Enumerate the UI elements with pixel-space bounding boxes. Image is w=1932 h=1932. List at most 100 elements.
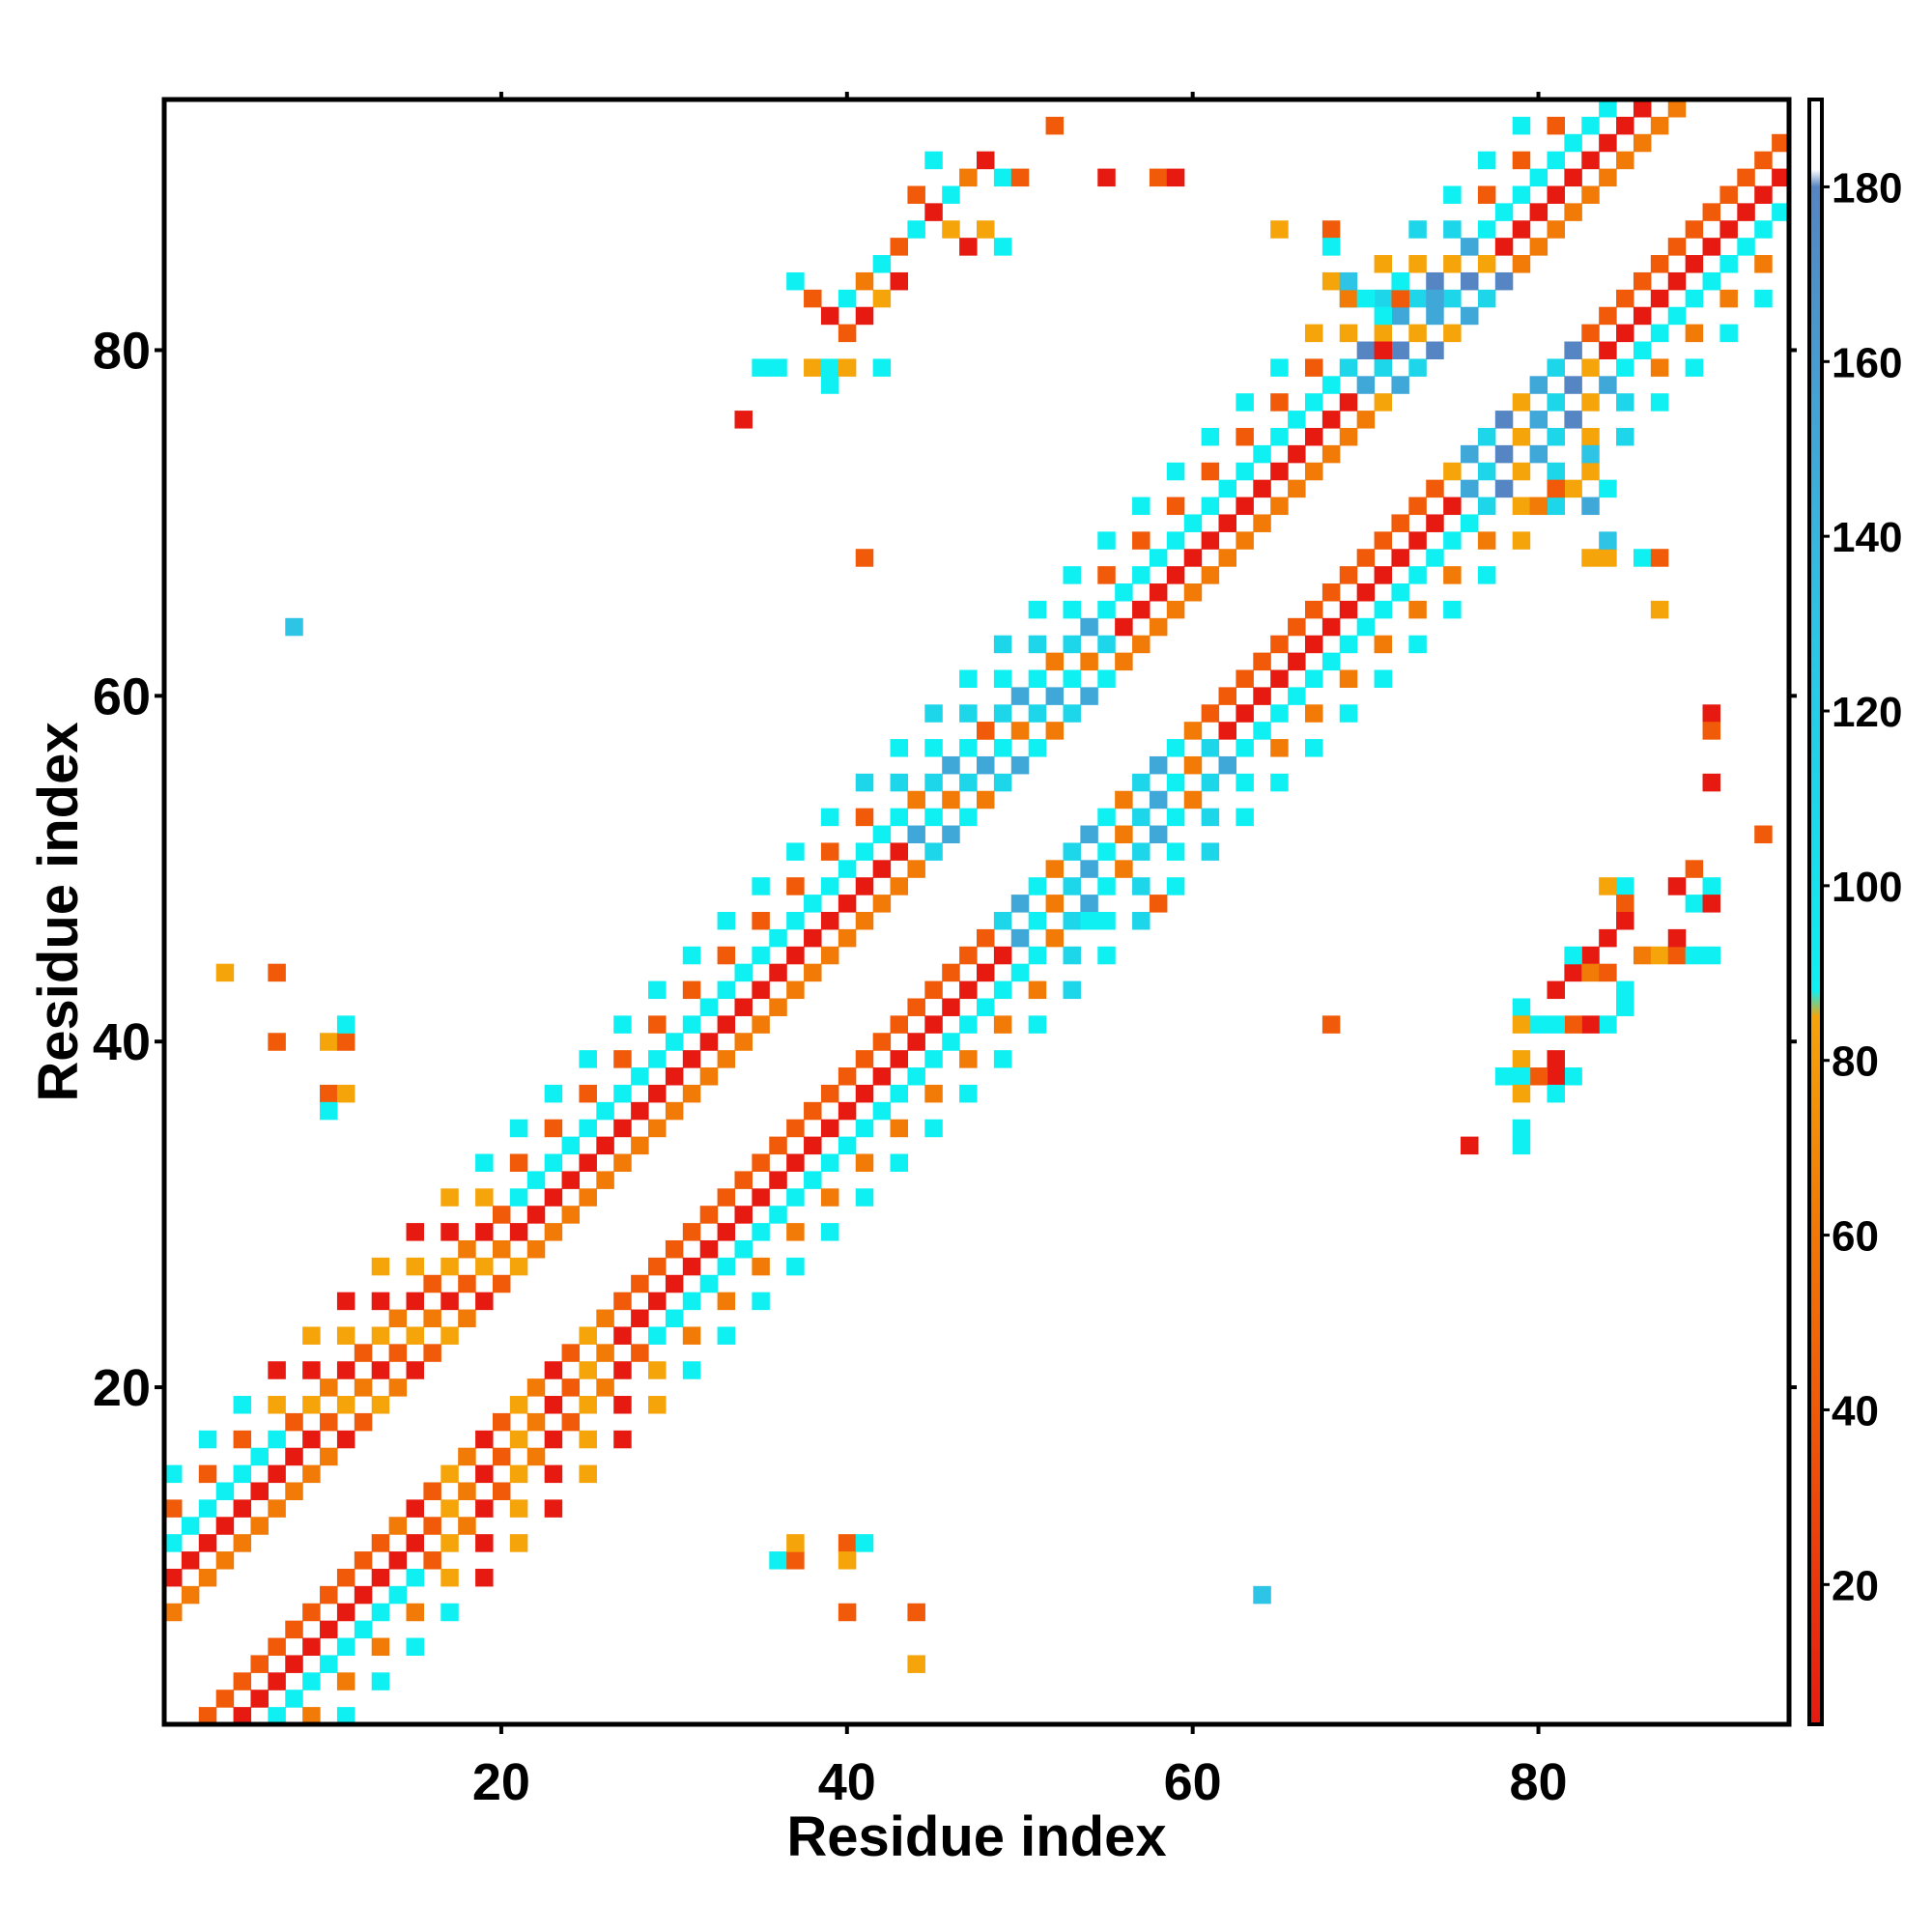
heatmap-cell — [1616, 358, 1634, 377]
heatmap-cell — [544, 1464, 563, 1484]
heatmap-cell — [838, 1101, 857, 1121]
heatmap-cell — [336, 1603, 355, 1622]
heatmap-cell — [371, 1326, 390, 1345]
heatmap-cell — [371, 1672, 390, 1690]
heatmap-cell — [354, 1378, 373, 1397]
heatmap-cell — [1080, 860, 1098, 878]
heatmap-cell — [786, 1119, 805, 1138]
heatmap-cell — [1426, 479, 1444, 498]
heatmap-cell — [509, 1534, 528, 1552]
heatmap-cell — [1097, 946, 1116, 965]
heatmap-cell — [1494, 271, 1514, 291]
heatmap-cell — [1426, 271, 1444, 291]
heatmap-cell — [1547, 427, 1565, 446]
heatmap-cell — [1166, 600, 1185, 619]
heatmap-cell — [717, 1326, 736, 1345]
heatmap-cell — [613, 1361, 632, 1379]
heatmap-cell — [458, 1517, 476, 1535]
heatmap-cell — [1080, 895, 1098, 913]
heatmap-cell — [752, 1015, 770, 1034]
heatmap-cell — [1633, 306, 1652, 326]
heatmap-cell — [907, 1655, 925, 1673]
heatmap-cell — [1391, 306, 1409, 326]
heatmap-cell — [526, 1447, 546, 1466]
heatmap-cell — [1512, 1050, 1531, 1068]
heatmap-cell — [993, 669, 1012, 688]
heatmap-cell — [838, 1136, 857, 1155]
heatmap-cell — [320, 1084, 338, 1103]
heatmap-cell — [579, 1326, 597, 1345]
heatmap-cell — [1581, 1015, 1600, 1034]
heatmap-cell — [786, 912, 805, 930]
heatmap-cell — [1288, 444, 1306, 464]
heatmap-cell — [1547, 1050, 1565, 1068]
heatmap-cell — [1650, 324, 1669, 343]
heatmap-cell — [1702, 238, 1721, 256]
heatmap-cell — [1236, 427, 1254, 446]
heatmap-cell — [1737, 168, 1755, 187]
heatmap-cell — [1443, 531, 1462, 550]
heatmap-cell — [1477, 289, 1496, 308]
heatmap-cell — [302, 1672, 321, 1690]
heatmap-cell — [198, 1464, 217, 1484]
heatmap-cell — [1201, 842, 1220, 861]
heatmap-cell — [475, 1257, 494, 1276]
heatmap-cell — [268, 1672, 286, 1690]
heatmap-cell — [1650, 393, 1669, 412]
heatmap-cell — [250, 1655, 269, 1673]
heatmap-cell — [959, 1050, 978, 1068]
heatmap-cell — [682, 1223, 701, 1241]
heatmap-cell — [682, 1084, 701, 1103]
heatmap-cell — [1097, 635, 1116, 654]
heatmap-cell — [1270, 462, 1289, 481]
heatmap-cell — [1218, 687, 1236, 705]
heatmap-cell — [890, 271, 909, 291]
heatmap-cell — [855, 1119, 874, 1138]
heatmap-cell — [1028, 669, 1047, 688]
heatmap-cell — [526, 1412, 546, 1432]
heatmap-cell — [838, 1534, 857, 1552]
heatmap-cell — [423, 1309, 441, 1328]
heatmap-cell — [820, 376, 839, 394]
heatmap-cell — [977, 220, 995, 239]
heatmap-cell — [302, 1430, 321, 1449]
heatmap-cell — [1321, 271, 1341, 291]
heatmap-cell — [1772, 168, 1790, 187]
heatmap-cell — [1391, 376, 1409, 394]
heatmap-cell — [907, 1067, 925, 1086]
heatmap-cell — [786, 1153, 805, 1172]
heatmap-cell — [1633, 946, 1652, 965]
heatmap-cell — [1702, 704, 1721, 723]
heatmap-cell — [1685, 220, 1704, 239]
heatmap-cell — [924, 773, 943, 792]
heatmap-cell — [1443, 324, 1462, 343]
heatmap-cell — [993, 635, 1012, 654]
heatmap-cell — [1183, 549, 1203, 567]
heatmap-cell — [820, 946, 839, 965]
heatmap-cell — [1166, 497, 1185, 516]
heatmap-cell — [717, 980, 736, 1000]
heatmap-cell — [561, 1206, 581, 1224]
heatmap-cell — [1149, 825, 1168, 844]
heatmap-cell — [872, 1033, 892, 1051]
heatmap-cell — [855, 1188, 874, 1207]
heatmap-cell — [648, 1119, 667, 1138]
heatmap-cell — [544, 1188, 563, 1207]
heatmap-cell — [1599, 963, 1617, 982]
heatmap-cell — [1374, 289, 1393, 308]
heatmap-cell — [1201, 497, 1220, 516]
heatmap-cell — [1045, 652, 1065, 671]
heatmap-cell — [1443, 497, 1462, 516]
heatmap-cell — [1754, 825, 1773, 844]
heatmap-cell — [1667, 877, 1687, 895]
heatmap-cell — [1512, 185, 1531, 204]
heatmap-cell — [1616, 116, 1634, 135]
x-axis-title: Residue index — [786, 1805, 1166, 1868]
heatmap-cell — [907, 185, 925, 204]
heatmap-cell — [285, 1482, 303, 1500]
heatmap-cell — [786, 1257, 805, 1276]
heatmap-cell — [1512, 531, 1531, 550]
heatmap-cell — [526, 1378, 546, 1397]
heatmap-cell — [1132, 497, 1151, 516]
heatmap-cell — [1132, 566, 1151, 584]
